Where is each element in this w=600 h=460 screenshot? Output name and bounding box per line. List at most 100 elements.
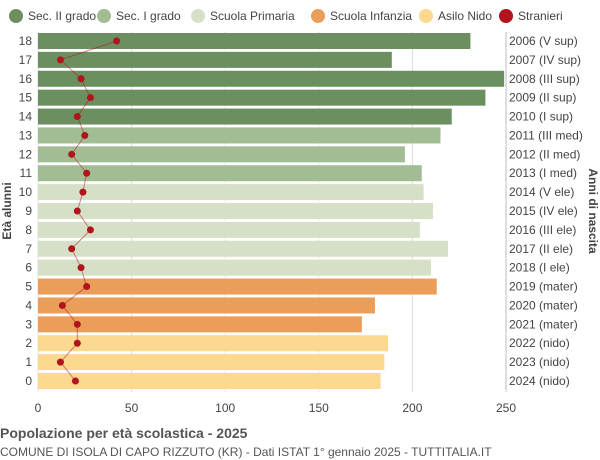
y-tick-label: 11 xyxy=(20,166,33,180)
birth-year-label: 2020 (mater) xyxy=(509,298,578,312)
birth-year-label: 2019 (mater) xyxy=(509,280,578,294)
legend: Sec. II grado Sec. I grado Scuola Primaria… xyxy=(9,9,563,23)
birth-year-label: 2010 (I sup) xyxy=(509,110,573,124)
stranieri-point xyxy=(71,377,79,385)
birth-year-label: 2008 (III sup) xyxy=(509,72,580,86)
birth-year-label: 2009 (II sup) xyxy=(509,91,576,105)
stranieri-point xyxy=(68,245,76,253)
legend-marker xyxy=(191,9,205,23)
stranieri-point xyxy=(56,358,64,366)
y-tick-label: 1 xyxy=(25,355,32,369)
stranieri-point xyxy=(77,75,85,83)
bar xyxy=(38,354,385,371)
legend-label: Sec. II grado xyxy=(28,9,96,23)
birth-year-label: 2021 (mater) xyxy=(509,317,578,331)
bar xyxy=(38,165,422,182)
birth-year-label: 2013 (I med) xyxy=(509,166,577,180)
y-tick-label: 13 xyxy=(19,128,33,142)
y-tick-label: 9 xyxy=(25,204,32,218)
legend-label: Scuola Infanzia xyxy=(330,9,412,23)
chart: Sec. II grado Sec. I grado Scuola Primaria… xyxy=(0,9,600,415)
bar xyxy=(38,221,420,238)
birth-year-label: 2012 (II med) xyxy=(509,147,580,161)
bar xyxy=(38,297,375,314)
birth-year-label: 2014 (V ele) xyxy=(509,185,574,199)
bar xyxy=(38,127,441,144)
y-tick-label: 16 xyxy=(19,72,33,86)
bar xyxy=(38,373,381,389)
stranieri-point xyxy=(86,94,94,102)
bar xyxy=(38,70,505,87)
chart-title: Popolazione per età scolastica - 2025 xyxy=(0,425,248,441)
stranieri-point xyxy=(79,188,87,196)
y-tick-label: 14 xyxy=(19,110,33,124)
legend-marker xyxy=(311,9,325,23)
y-tick-label: 3 xyxy=(25,317,32,331)
stranieri-point xyxy=(81,131,89,139)
bar xyxy=(38,240,448,257)
bar xyxy=(38,146,405,163)
legend-marker xyxy=(499,9,513,23)
y-tick-label: 10 xyxy=(19,185,33,199)
birth-year-label: 2018 (I ele) xyxy=(509,261,570,275)
bar xyxy=(38,184,424,201)
bar xyxy=(38,316,362,333)
y-tick-label: 5 xyxy=(25,280,32,294)
x-tick-label: 250 xyxy=(496,401,516,415)
bar xyxy=(38,33,471,49)
chart-subtitle: COMUNE DI ISOLA DI CAPO RIZZUTO (KR) - D… xyxy=(0,445,492,459)
birth-year-label: 2015 (IV ele) xyxy=(509,204,578,218)
x-tick-label: 100 xyxy=(215,401,235,415)
y-tick-label: 6 xyxy=(25,261,32,275)
bar xyxy=(38,278,437,295)
stranieri-point xyxy=(56,56,64,64)
bar xyxy=(38,51,392,68)
stranieri-point xyxy=(73,320,81,328)
legend-label: Stranieri xyxy=(518,9,563,23)
birth-year-label: 2006 (V sup) xyxy=(509,34,578,48)
y-tick-label: 15 xyxy=(19,91,33,105)
x-tick-label: 50 xyxy=(125,401,139,415)
bar xyxy=(38,203,433,219)
stranieri-point xyxy=(77,264,85,272)
y-axis-label: Età alunni xyxy=(0,182,14,239)
legend-label: Asilo Nido xyxy=(438,9,492,23)
stranieri-point xyxy=(73,207,81,215)
y-tick-label: 8 xyxy=(25,223,32,237)
bar xyxy=(38,89,486,106)
y-tick-label: 18 xyxy=(19,34,33,48)
y-tick-label: 4 xyxy=(25,298,32,312)
stranieri-point xyxy=(68,150,76,158)
birth-year-label: 2024 (nido) xyxy=(509,374,570,388)
bar xyxy=(38,259,432,276)
y-tick-label: 17 xyxy=(19,53,33,67)
birth-year-label: 2017 (II ele) xyxy=(509,242,573,256)
y-tick-label: 0 xyxy=(25,374,32,388)
stranieri-point xyxy=(73,339,81,347)
birth-year-label: 2007 (IV sup) xyxy=(509,53,581,67)
y-tick-label: 12 xyxy=(19,147,33,161)
legend-label: Sec. I grado xyxy=(116,9,181,23)
stranieri-point xyxy=(113,37,121,45)
y-tick-label: 7 xyxy=(25,242,32,256)
birth-year-label: 2023 (nido) xyxy=(509,355,570,369)
bar xyxy=(38,335,389,352)
x-tick-label: 150 xyxy=(309,401,329,415)
stranieri-point xyxy=(73,113,81,121)
legend-marker xyxy=(97,9,111,23)
birth-year-label: 2011 (III med) xyxy=(509,128,583,142)
birth-year-label: 2022 (nido) xyxy=(509,336,570,350)
birth-year-label: 2016 (III ele) xyxy=(509,223,576,237)
stranieri-point xyxy=(83,283,91,291)
legend-marker xyxy=(9,9,23,23)
legend-label: Scuola Primaria xyxy=(210,9,295,23)
x-tick-label: 200 xyxy=(402,401,422,415)
y-axis-right-label: Anni di nascita xyxy=(586,168,600,254)
stranieri-point xyxy=(58,301,66,309)
grid xyxy=(37,32,507,392)
stranieri-line xyxy=(56,37,121,385)
bar xyxy=(38,108,452,125)
x-tick-label: 0 xyxy=(35,401,42,415)
stranieri-point xyxy=(86,226,94,234)
